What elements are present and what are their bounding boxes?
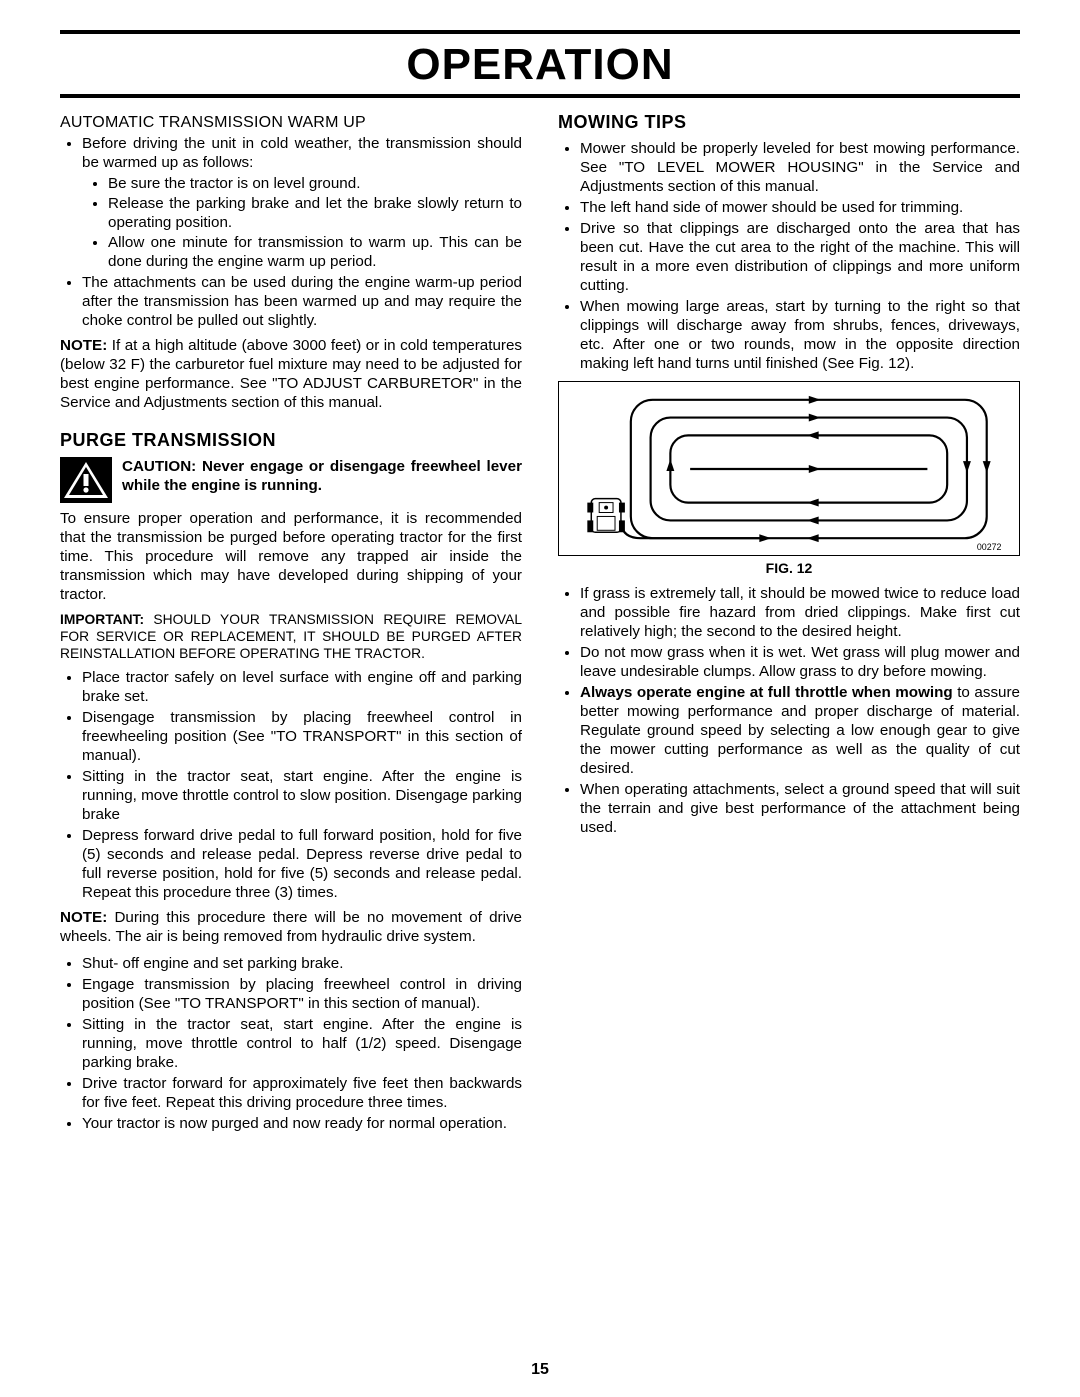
list-item: Sitting in the tractor seat, start engin… xyxy=(82,1015,522,1072)
caution-block: CAUTION: Never engage or disengage freew… xyxy=(60,457,522,503)
list-item: Disengage transmission by placing freewh… xyxy=(82,708,522,765)
important-note: IMPORTANT: SHOULD YOUR TRANSMISSION REQU… xyxy=(60,612,522,662)
figure-12-diagram: 00272 xyxy=(558,381,1020,556)
right-column: MOWING TIPS Mower should be properly lev… xyxy=(558,112,1020,1139)
page-title: OPERATION xyxy=(60,40,1020,90)
list-item: When operating attachments, select a gro… xyxy=(580,780,1020,837)
list-item: When mowing large areas, start by turnin… xyxy=(580,297,1020,373)
note-label: NOTE: xyxy=(60,909,107,926)
note-text: During this procedure there will be no m… xyxy=(60,909,522,945)
heading-mowing-tips: MOWING TIPS xyxy=(558,112,1020,133)
list-item: Place tractor safely on level surface wi… xyxy=(82,668,522,706)
title-divider: OPERATION xyxy=(60,30,1020,98)
caution-text: CAUTION: Never engage or disengage freew… xyxy=(122,457,522,495)
list-item: Always operate engine at full throttle w… xyxy=(580,683,1020,778)
warning-triangle-icon xyxy=(60,457,112,503)
purge-intro: To ensure proper operation and performan… xyxy=(60,509,522,604)
list-item: Sitting in the tractor seat, start engin… xyxy=(82,767,522,824)
two-column-layout: AUTOMATIC TRANSMISSION WARM UP Before dr… xyxy=(60,112,1020,1139)
manual-page: OPERATION AUTOMATIC TRANSMISSION WARM UP… xyxy=(0,0,1080,1397)
note-altitude: NOTE: If at a high altitude (above 3000 … xyxy=(60,336,522,412)
list-item: Mower should be properly leveled for bes… xyxy=(580,139,1020,196)
left-column: AUTOMATIC TRANSMISSION WARM UP Before dr… xyxy=(60,112,522,1139)
figure-ref-number: 00272 xyxy=(977,542,1002,552)
list-item: Allow one minute for transmission to war… xyxy=(108,233,522,271)
note-procedure: NOTE: During this procedure there will b… xyxy=(60,908,522,946)
list-item: Your tractor is now purged and now ready… xyxy=(82,1114,522,1133)
list-item: Be sure the tractor is on level ground. xyxy=(108,174,522,193)
bold-lead: Always operate engine at full throttle w… xyxy=(580,684,953,701)
note-label: NOTE: xyxy=(60,337,107,354)
list-item: Before driving the unit in cold weather,… xyxy=(82,134,522,271)
list-item: Depress forward drive pedal to full forw… xyxy=(82,826,522,902)
list-item: Do not mow grass when it is wet. Wet gra… xyxy=(580,643,1020,681)
page-number: 15 xyxy=(0,1361,1080,1379)
tractor-icon xyxy=(587,499,625,533)
subheading-warmup: AUTOMATIC TRANSMISSION WARM UP xyxy=(60,114,522,132)
mowing-list-2: If grass is extremely tall, it should be… xyxy=(558,584,1020,837)
important-label: IMPORTANT: xyxy=(60,612,144,627)
list-item: Drive so that clippings are discharged o… xyxy=(580,219,1020,295)
warmup-sublist: Be sure the tractor is on level ground. … xyxy=(82,174,522,271)
figure-caption: FIG. 12 xyxy=(558,560,1020,576)
list-item: Engage transmission by placing freewheel… xyxy=(82,975,522,1013)
warmup-list: Before driving the unit in cold weather,… xyxy=(60,134,522,330)
list-item: If grass is extremely tall, it should be… xyxy=(580,584,1020,641)
list-item: The left hand side of mower should be us… xyxy=(580,198,1020,217)
mowing-pattern-icon: 00272 xyxy=(559,382,1019,555)
mowing-list-1: Mower should be properly leveled for bes… xyxy=(558,139,1020,373)
list-item: Drive tractor forward for approximately … xyxy=(82,1074,522,1112)
purge-list-1: Place tractor safely on level surface wi… xyxy=(60,668,522,902)
list-item: Shut- off engine and set parking brake. xyxy=(82,954,522,973)
purge-list-2: Shut- off engine and set parking brake. … xyxy=(60,954,522,1133)
heading-purge: PURGE TRANSMISSION xyxy=(60,430,522,451)
list-text: Before driving the unit in cold weather,… xyxy=(82,135,522,171)
list-item: Release the parking brake and let the br… xyxy=(108,194,522,232)
list-item: The attachments can be used during the e… xyxy=(82,273,522,330)
note-text: If at a high altitude (above 3000 feet) … xyxy=(60,337,522,411)
